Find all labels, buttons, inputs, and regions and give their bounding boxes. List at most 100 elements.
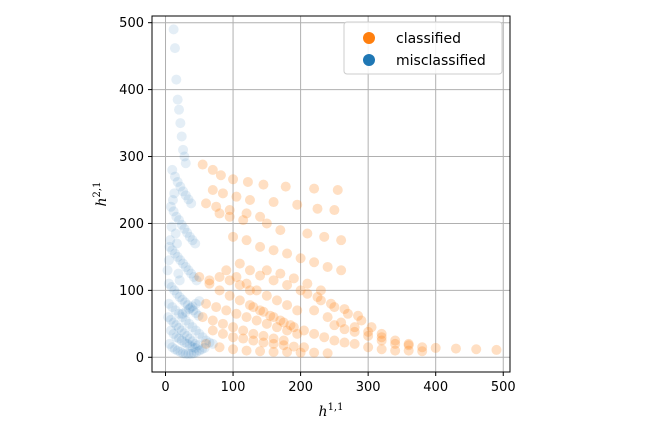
point-misclassified <box>171 332 182 343</box>
point-misclassified <box>168 317 179 328</box>
point-misclassified <box>178 258 189 269</box>
point-misclassified <box>184 304 195 315</box>
point-classified <box>244 265 255 276</box>
point-misclassified <box>180 261 191 272</box>
point-misclassified <box>191 275 202 286</box>
point-misclassified <box>190 238 201 249</box>
point-misclassified <box>207 338 218 349</box>
point-classified <box>390 338 401 349</box>
point-classified <box>363 342 374 353</box>
point-misclassified <box>165 201 176 212</box>
point-misclassified <box>179 337 190 348</box>
point-misclassified <box>187 322 198 333</box>
point-misclassified <box>182 338 193 349</box>
point-classified <box>234 295 245 306</box>
point-misclassified <box>183 194 194 205</box>
point-classified <box>353 310 364 321</box>
point-classified <box>228 231 239 242</box>
point-classified <box>201 338 212 349</box>
point-misclassified <box>167 342 178 353</box>
point-misclassified <box>168 24 179 35</box>
point-classified <box>309 305 320 316</box>
y-tick-label: 500 <box>119 16 144 31</box>
point-misclassified <box>176 131 187 142</box>
point-classified <box>251 285 262 296</box>
point-classified <box>275 268 286 279</box>
point-classified <box>312 203 323 214</box>
point-misclassified <box>180 315 191 326</box>
point-classified <box>238 215 249 226</box>
point-misclassified <box>185 302 196 313</box>
point-classified <box>217 318 228 329</box>
x-tick-label: 500 <box>491 380 516 395</box>
point-classified <box>261 265 272 276</box>
point-classified <box>217 188 228 199</box>
point-classified <box>228 174 239 185</box>
point-classified <box>207 325 218 336</box>
y-axis-label-base: h <box>94 197 110 206</box>
point-classified <box>255 270 266 281</box>
point-misclassified <box>171 74 182 85</box>
point-classified <box>214 285 225 296</box>
point-misclassified <box>169 43 180 54</box>
y-tick-label: 400 <box>119 83 144 98</box>
point-classified <box>248 302 259 313</box>
y-axis-label-sup: 2,1 <box>92 182 103 198</box>
y-axis-ticks: 0 100 200 300 400 500 <box>119 16 152 366</box>
point-classified <box>356 315 367 326</box>
point-classified <box>211 201 222 212</box>
point-misclassified <box>166 221 177 232</box>
point-classified <box>339 304 350 315</box>
point-misclassified <box>187 301 198 312</box>
point-misclassified <box>177 312 188 323</box>
point-classified <box>204 275 215 286</box>
point-misclassified <box>169 344 180 355</box>
legend-label-misclassified: misclassified <box>396 53 486 69</box>
point-misclassified <box>190 298 201 309</box>
point-classified <box>329 302 340 313</box>
point-classified <box>319 332 330 343</box>
point-classified <box>282 300 293 311</box>
legend-marker-misclassified <box>363 54 375 66</box>
point-classified <box>417 346 428 357</box>
point-misclassified <box>169 248 180 259</box>
point-misclassified <box>180 158 191 169</box>
point-misclassified <box>184 340 195 351</box>
point-classified <box>295 285 306 296</box>
point-classified <box>336 317 347 328</box>
point-classified <box>349 326 360 337</box>
point-classified <box>234 280 245 291</box>
point-classified <box>336 265 347 276</box>
point-classified <box>302 278 313 289</box>
point-classified <box>241 235 252 246</box>
point-misclassified <box>187 336 198 347</box>
x-axis-ticks: 0 100 200 300 400 500 <box>161 372 516 395</box>
point-misclassified <box>193 310 204 321</box>
point-misclassified <box>162 265 173 276</box>
point-classified <box>349 338 360 349</box>
point-classified <box>268 197 279 208</box>
point-misclassified <box>174 104 185 115</box>
point-classified <box>201 198 212 209</box>
point-classified <box>288 341 299 352</box>
legend-label-classified: classified <box>396 31 461 47</box>
point-classified <box>298 342 309 353</box>
point-classified <box>231 308 242 319</box>
point-classified <box>349 322 360 333</box>
point-misclassified <box>171 320 182 331</box>
x-tick-label: 0 <box>161 380 169 395</box>
point-misclassified <box>166 282 177 293</box>
point-classified <box>228 344 239 355</box>
point-classified <box>329 320 340 331</box>
point-classified <box>242 176 253 187</box>
point-classified <box>363 330 374 341</box>
point-classified <box>238 325 249 336</box>
point-classified <box>255 305 266 316</box>
point-classified <box>302 228 313 239</box>
point-misclassified <box>163 278 174 289</box>
legend: classified misclassified <box>343 21 503 75</box>
point-misclassified <box>204 337 215 348</box>
point-classified <box>255 241 266 252</box>
point-misclassified <box>190 325 201 336</box>
point-misclassified <box>187 342 198 353</box>
